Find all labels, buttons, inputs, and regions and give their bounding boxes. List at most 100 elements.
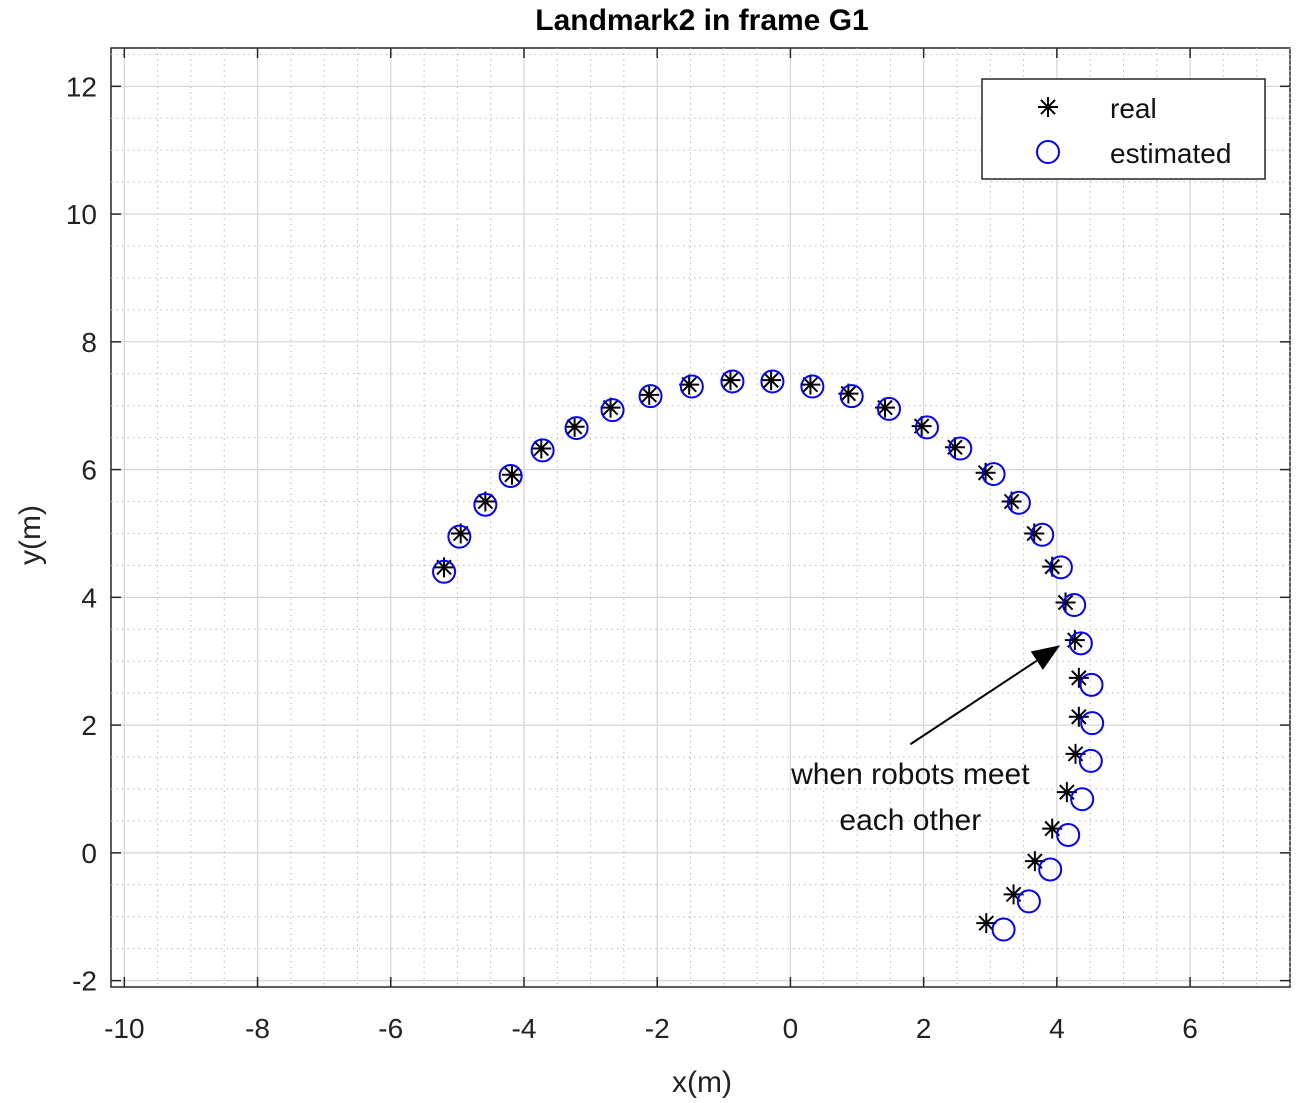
real-point bbox=[501, 464, 522, 485]
estimated-point bbox=[432, 559, 457, 584]
asterisk-stroke bbox=[641, 387, 657, 403]
estimated-point bbox=[991, 917, 1016, 942]
estimated-point bbox=[638, 384, 663, 409]
x-tick-label: 6 bbox=[1182, 1013, 1198, 1044]
series-real bbox=[434, 370, 1089, 934]
real-point bbox=[944, 437, 965, 458]
asterisk-stroke bbox=[681, 376, 697, 393]
real-point bbox=[976, 913, 997, 934]
chart-title: Landmark2 in frame G1 bbox=[535, 4, 868, 37]
real-point bbox=[1055, 592, 1076, 613]
estimated-point bbox=[679, 374, 704, 399]
asterisk-stroke bbox=[1071, 670, 1087, 686]
real-point bbox=[475, 491, 496, 512]
x-axis-label: x(m) bbox=[672, 1066, 732, 1099]
y-tick-label: 0 bbox=[81, 838, 97, 869]
real-point bbox=[450, 523, 471, 544]
estimated-point bbox=[839, 384, 864, 409]
asterisk-stroke bbox=[504, 466, 520, 483]
series-estimated bbox=[432, 369, 1105, 942]
annotation: when robots meet each other bbox=[790, 645, 1061, 837]
asterisk-stroke bbox=[602, 399, 619, 416]
y-tick-label: 2 bbox=[81, 710, 97, 741]
y-tick-label: 6 bbox=[81, 455, 97, 486]
estimated-point bbox=[1056, 822, 1081, 847]
estimated-point bbox=[564, 416, 589, 441]
real-point bbox=[564, 416, 585, 437]
x-tick-label: -4 bbox=[512, 1013, 537, 1044]
estimated-point bbox=[1068, 631, 1093, 656]
asterisk-stroke bbox=[1057, 594, 1074, 611]
annotation-arrow-head bbox=[1030, 645, 1061, 670]
asterisk-stroke bbox=[452, 525, 469, 542]
y-tick-label: 12 bbox=[66, 71, 97, 102]
real-point bbox=[1068, 667, 1089, 688]
plot-area bbox=[110, 47, 1291, 988]
real-point bbox=[531, 438, 552, 459]
y-axis-label: y(m) bbox=[14, 505, 47, 565]
real-point bbox=[639, 384, 660, 405]
asterisk-stroke bbox=[978, 915, 995, 931]
x-tick-label: 0 bbox=[783, 1013, 799, 1044]
asterisk-stroke bbox=[722, 372, 739, 388]
estimated-point bbox=[473, 492, 498, 517]
asterisk-stroke bbox=[1040, 99, 1056, 115]
legend-estimated-label: estimated bbox=[1110, 138, 1231, 169]
asterisk-stroke bbox=[477, 493, 494, 510]
x-tick-label: 2 bbox=[916, 1013, 932, 1044]
x-tick-labels: -10 -8 -6 -4 -2 0 2 4 6 bbox=[104, 1013, 1198, 1044]
x-tick-label: -2 bbox=[645, 1013, 670, 1044]
asterisk-stroke bbox=[977, 465, 994, 481]
asterisk-stroke bbox=[566, 419, 583, 435]
major-grid bbox=[111, 48, 1290, 987]
estimated-point bbox=[1006, 490, 1031, 515]
annotation-text: each other bbox=[839, 804, 981, 837]
asterisk-stroke bbox=[840, 385, 857, 402]
estimated-point bbox=[1038, 857, 1063, 882]
estimated-point bbox=[1078, 748, 1103, 773]
x-tick-label: 4 bbox=[1049, 1013, 1065, 1044]
legend-box bbox=[981, 78, 1266, 180]
legend: real estimated bbox=[981, 78, 1266, 180]
asterisk-stroke bbox=[1026, 525, 1042, 542]
asterisk-stroke bbox=[763, 372, 779, 388]
estimated-point bbox=[447, 524, 472, 549]
estimated-point bbox=[760, 369, 785, 394]
estimated-point bbox=[981, 462, 1006, 487]
asterisk-stroke bbox=[1067, 746, 1084, 762]
asterisk-stroke bbox=[1027, 853, 1043, 869]
asterisk-stroke bbox=[1003, 493, 1020, 510]
legend-real-label: real bbox=[1110, 93, 1157, 124]
x-tick-label: -8 bbox=[245, 1013, 270, 1044]
plot-background bbox=[111, 48, 1290, 987]
estimated-point bbox=[1080, 711, 1105, 736]
y-tick-label: 4 bbox=[81, 582, 97, 613]
y-tick-label: -2 bbox=[72, 966, 97, 997]
plot-frame bbox=[110, 47, 1291, 988]
real-point bbox=[800, 374, 821, 395]
y-tick-label: 10 bbox=[66, 199, 97, 230]
estimated-point bbox=[720, 369, 745, 394]
asterisk-stroke bbox=[1005, 886, 1022, 903]
asterisk-stroke bbox=[802, 376, 819, 393]
estimated-point bbox=[1062, 593, 1087, 618]
x-tick-label: -10 bbox=[104, 1013, 144, 1044]
legend-estimated-marker bbox=[1036, 140, 1060, 164]
x-tick-label: -6 bbox=[378, 1013, 403, 1044]
asterisk-stroke bbox=[1071, 709, 1087, 725]
estimated-point bbox=[498, 463, 523, 488]
real-point bbox=[600, 397, 621, 418]
real-point bbox=[679, 374, 700, 395]
minor-grid bbox=[111, 48, 1291, 987]
real-point bbox=[911, 416, 932, 437]
asterisk-stroke bbox=[877, 399, 893, 416]
annotation-arrow-line bbox=[909, 659, 1038, 746]
real-point bbox=[1024, 523, 1045, 544]
estimated-point bbox=[1079, 672, 1104, 697]
y-tick-label: 8 bbox=[81, 327, 97, 358]
asterisk-stroke bbox=[1059, 784, 1075, 800]
real-point bbox=[720, 370, 741, 391]
asterisk-stroke bbox=[533, 440, 550, 457]
estimated-point bbox=[948, 436, 973, 461]
